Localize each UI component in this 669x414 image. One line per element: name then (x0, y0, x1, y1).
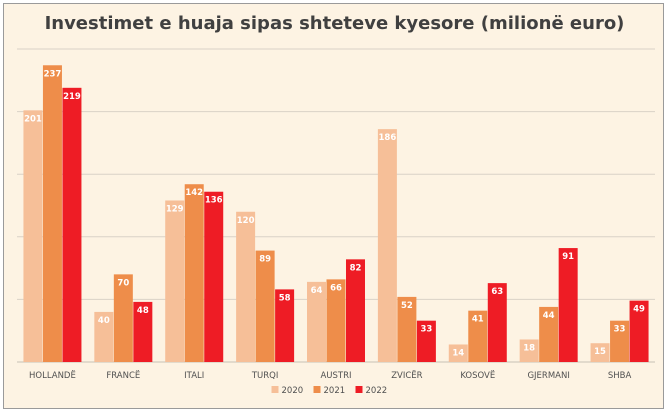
bar-2020-2 (165, 200, 185, 362)
chart-frame: Investimet e huaja sipas shteteve kyesor… (3, 3, 664, 409)
data-label: 237 (44, 69, 62, 79)
bar-2022-7 (558, 248, 578, 362)
category-label: ZVICËR (391, 370, 422, 381)
bar-2022-4 (346, 259, 365, 362)
bar-2020-1 (94, 311, 114, 362)
bar-2022-2 (204, 191, 224, 362)
bar-2021-6 (468, 310, 488, 362)
category-label: TURQI (251, 371, 279, 381)
legend-swatch-2021 (313, 386, 321, 393)
data-label: 63 (491, 287, 503, 297)
category-label: AUSTRI (320, 371, 351, 381)
legend-label: 2021 (324, 386, 346, 396)
bar-2020-0 (23, 110, 43, 363)
data-label: 66 (330, 283, 342, 293)
data-label: 64 (311, 286, 323, 296)
category-label: FRANCË (106, 370, 140, 381)
bar-2022-6 (487, 283, 507, 362)
data-label: 89 (259, 255, 271, 265)
data-label: 82 (350, 263, 362, 273)
data-label: 91 (562, 252, 574, 262)
bar-2020-7 (519, 339, 539, 362)
legend-swatch-2020 (271, 386, 279, 393)
bar-2020-6 (448, 344, 468, 362)
data-label: 219 (63, 92, 81, 102)
bar-2021-0 (42, 65, 62, 362)
data-label: 14 (452, 348, 464, 358)
category-label: HOLLANDË (29, 370, 76, 381)
bar-2021-7 (539, 306, 559, 362)
data-label: 129 (166, 204, 184, 214)
data-label: 48 (137, 306, 149, 316)
bar-2021-8 (610, 320, 630, 362)
data-label: 41 (472, 315, 484, 325)
bar-2021-2 (184, 184, 204, 362)
bar-2021-3 (255, 250, 275, 362)
data-label: 120 (237, 216, 255, 226)
bar-2022-0 (62, 87, 82, 362)
data-label: 18 (523, 343, 535, 353)
bar-2020-3 (236, 211, 256, 362)
legend-swatch-2022 (355, 386, 363, 393)
data-label: 136 (205, 196, 223, 206)
category-label: SHBA (608, 371, 632, 381)
data-label: 49 (633, 305, 645, 315)
data-label: 44 (543, 311, 555, 321)
data-label: 70 (117, 278, 129, 288)
bar-2022-8 (629, 300, 649, 362)
data-label: 186 (379, 133, 397, 143)
bar-2021-5 (397, 296, 417, 362)
data-label: 142 (185, 188, 203, 198)
bar-2022-5 (416, 320, 436, 362)
data-label: 15 (594, 347, 606, 357)
bar-2021-4 (326, 279, 346, 362)
data-label: 201 (24, 114, 42, 124)
legend-label: 2022 (366, 386, 388, 396)
category-label: ITALI (184, 371, 204, 381)
data-label: 52 (401, 301, 413, 311)
chart-title: Investimet e huaja sipas shteteve kyesor… (44, 13, 625, 34)
data-label: 33 (614, 325, 626, 335)
data-label: 33 (420, 325, 432, 335)
bar-2020-8 (590, 343, 610, 362)
data-label: 40 (98, 316, 110, 326)
bar-2020-5 (377, 129, 397, 362)
legend-label: 2020 (282, 386, 304, 396)
bar-2020-4 (307, 281, 326, 362)
bar-2022-1 (133, 301, 153, 362)
data-label: 58 (279, 293, 291, 303)
category-label: GJERMANI (527, 371, 569, 381)
category-label: KOSOVË (460, 370, 495, 381)
bar-2022-3 (275, 289, 295, 362)
bar-2021-1 (113, 274, 133, 362)
